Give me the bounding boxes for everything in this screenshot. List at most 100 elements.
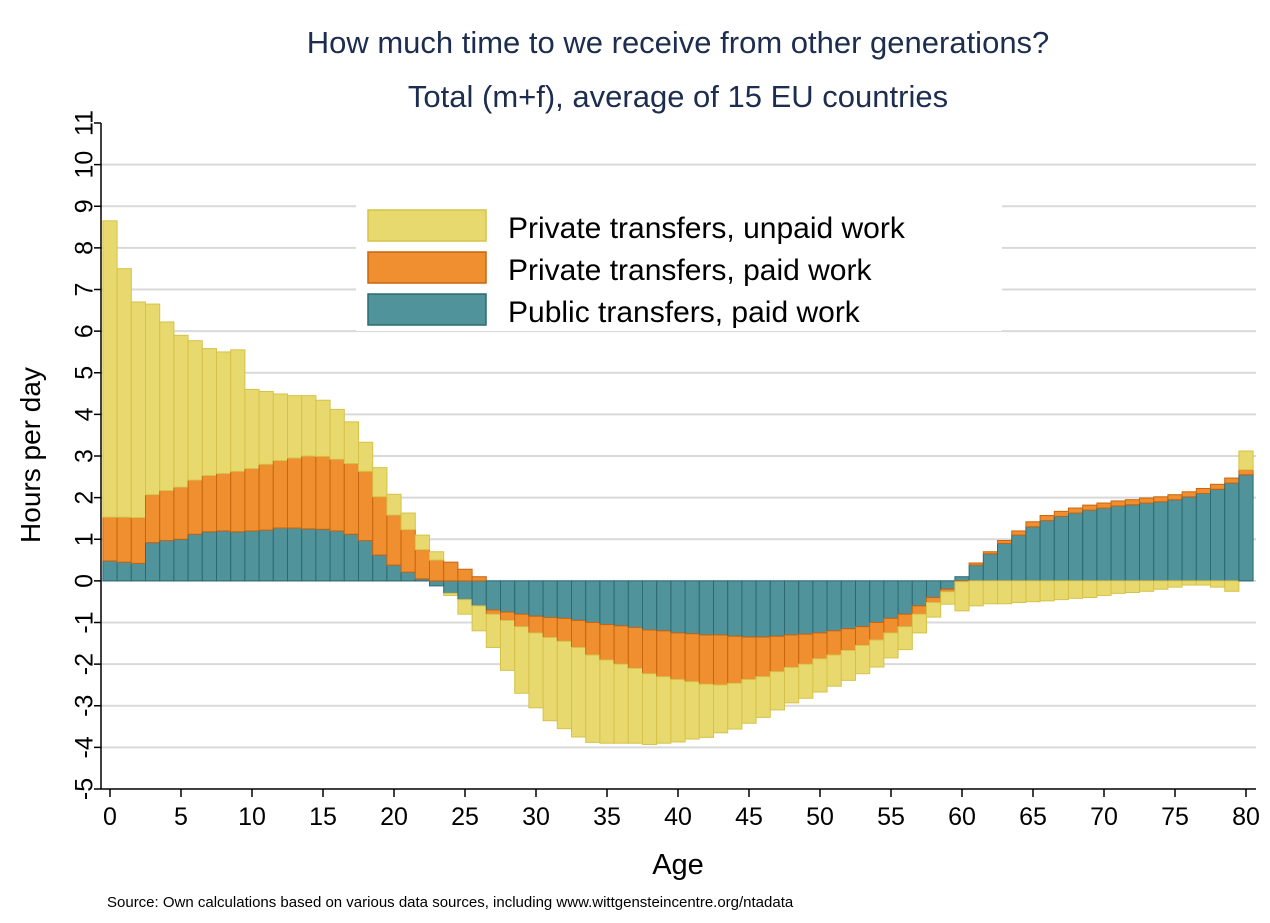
bar-public-age-5 [173,538,189,582]
bar-private_paid-age-7 [201,475,218,533]
y-tick-label-8: 8 [71,241,99,255]
bar-public-age-32 [556,580,572,619]
bar-public-age-47 [769,580,785,637]
bar-unpaid-age-7 [201,348,218,477]
bar-public-age-64 [1011,534,1027,582]
bar-private_paid-age-45 [741,636,757,681]
bar-unpaid-age-40 [670,679,686,743]
bar-private_paid-age-72 [1124,499,1141,506]
bar-public-age-68 [1068,512,1084,582]
bar-unpaid-age-25 [457,599,473,615]
bar-public-age-49 [798,580,814,635]
bar-private_paid-age-80 [1238,469,1254,476]
x-tick-label-50: 50 [806,803,834,831]
bar-private_paid-age-43 [713,634,729,686]
bar-private_paid-age-64 [1011,530,1027,536]
bar-public-age-76 [1181,496,1197,582]
bar-unpaid-age-33 [571,646,587,738]
bar-private_paid-age-79 [1224,477,1240,484]
bar-unpaid-age-6 [187,340,203,481]
bar-public-age-46 [755,580,771,638]
bar-public-age-61 [968,564,984,582]
bar-private_paid-age-67 [1053,510,1070,517]
bar-unpaid-age-75 [1167,580,1183,588]
bar-public-age-6 [187,533,203,582]
bar-unpaid-age-28 [500,619,516,671]
bar-public-age-18 [358,540,374,582]
bar-unpaid-age-61 [968,580,984,607]
bar-unpaid-age-52 [840,649,856,681]
bar-private_paid-age-12 [272,460,288,529]
bar-private_paid-age-74 [1153,496,1169,503]
x-tick-label-35: 35 [593,803,621,831]
bar-unpaid-age-70 [1096,580,1112,596]
bar-public-age-37 [627,580,643,629]
bar-unpaid-age-34 [585,654,601,743]
bar-public-age-55 [883,580,899,619]
bar-private_paid-age-51 [826,630,842,656]
bar-public-age-25 [457,580,473,601]
bar-public-age-65 [1025,526,1041,582]
bar-public-age-16 [329,530,345,582]
x-tick-label-80: 80 [1232,803,1260,831]
bar-private_paid-age-25 [457,568,473,582]
bar-unpaid-age-0 [102,220,118,518]
bar-unpaid-age-78 [1210,580,1226,588]
bar-unpaid-age-23 [429,551,445,561]
y-axis-label: Hours per day [15,367,46,543]
bar-unpaid-age-45 [741,679,757,724]
bar-public-age-17 [343,533,359,582]
bar-unpaid-age-47 [769,671,785,711]
bar-private_paid-age-28 [500,611,516,621]
bar-unpaid-age-27 [485,613,501,648]
bar-unpaid-age-1 [116,268,132,518]
bar-unpaid-age-24 [443,592,459,596]
bar-private_paid-age-52 [840,628,856,651]
y-tick-label--3: -3 [71,695,99,717]
bar-private_paid-age-62 [982,551,998,555]
bar-private_paid-age-11 [258,463,274,531]
bar-unpaid-age-56 [897,626,913,651]
bar-private_paid-age-41 [684,633,700,683]
bar-unpaid-age-53 [855,644,871,675]
y-tick-label-11: 11 [71,110,99,136]
bar-public-age-36 [613,580,629,627]
x-tick-label-10: 10 [238,803,266,831]
bar-private_paid-age-48 [784,634,800,668]
bar-private_paid-age-49 [798,633,814,665]
x-tick-label-60: 60 [948,803,976,831]
bar-public-age-72 [1124,504,1141,582]
bar-private_paid-age-53 [855,626,871,646]
bar-public-age-52 [840,580,856,630]
bar-private_paid-age-36 [613,625,629,665]
bar-private_paid-age-34 [585,622,601,656]
bar-public-age-74 [1153,501,1169,582]
bar-unpaid-age-63 [997,580,1013,605]
bar-unpaid-age-20 [386,493,402,516]
legend: Private transfers, unpaid work Private t… [356,203,1002,331]
bar-unpaid-age-30 [528,632,544,709]
bar-public-age-15 [315,528,331,582]
bar-public-age-30 [528,580,544,617]
bar-private_paid-age-24 [443,561,459,582]
y-axis: -5 -4 -3 -2 -1 0 1 2 3 4 5 6 7 8 9 10 11 [71,110,102,800]
bar-public-age-9 [230,531,246,582]
y-tick-label-10: 10 [71,151,99,179]
bar-unpaid-age-35 [599,659,615,744]
bar-public-age-34 [585,580,601,624]
bar-private_paid-age-61 [968,562,984,566]
bar-unpaid-age-73 [1139,580,1155,592]
bar-private_paid-age-76 [1181,491,1197,498]
bar-unpaid-age-80 [1238,450,1254,471]
bar-public-age-10 [244,530,260,582]
bar-unpaid-age-69 [1082,580,1098,599]
bar-private_paid-age-68 [1068,507,1084,514]
x-tick-label-45: 45 [735,803,763,831]
chart-subtitle: Total (m+f), average of 15 EU countries [408,79,948,114]
bar-unpaid-age-17 [343,421,359,464]
y-tick-label-4: 4 [71,407,99,421]
bar-private_paid-age-1 [116,516,132,563]
bar-private_paid-age-54 [869,622,885,641]
bar-private_paid-age-26 [471,576,487,582]
x-tick-label-30: 30 [522,803,550,831]
